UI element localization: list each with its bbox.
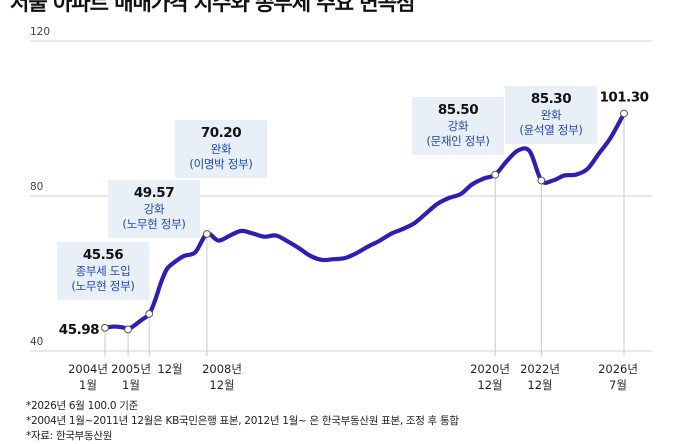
x-tick-label: 7월 xyxy=(609,378,627,392)
annotation-text: 강화 xyxy=(144,202,165,216)
x-tick-label: 2026년 xyxy=(598,362,638,376)
annotation-box xyxy=(57,242,149,300)
data-label: 49.57 xyxy=(134,185,174,201)
data-label: 70.20 xyxy=(201,125,241,141)
data-label: 85.50 xyxy=(438,102,478,118)
x-tick-label: 2022년 xyxy=(520,362,560,376)
x-tick-label: 2008년 xyxy=(202,362,242,376)
x-tick-label: 12월 xyxy=(477,378,502,392)
x-tick-label: 2020년 xyxy=(470,362,510,376)
data-label: 45.98 xyxy=(59,322,99,338)
annotation-box xyxy=(505,86,597,144)
data-point-marker xyxy=(491,170,500,179)
data-point-marker xyxy=(620,109,628,118)
annotation-box xyxy=(108,180,200,238)
annotation-text: 종부세 도입 xyxy=(76,264,131,278)
annotation-text: (문재인 정부) xyxy=(426,134,489,148)
data-point-marker xyxy=(124,325,132,334)
footnote-2: *2004년 1월~2011년 12월은 KB국민은행 표본, 2012년 1월… xyxy=(26,415,459,427)
data-point-marker xyxy=(101,323,109,332)
data-point-marker xyxy=(145,310,154,318)
annotation-box xyxy=(175,120,267,178)
series-line xyxy=(102,111,627,332)
annotation-text: 완화 xyxy=(541,108,562,122)
y-tick-label: 40 xyxy=(30,336,43,348)
chart-title: 서울 아파트 매매가격 지수와 종부세 주요 변곡점 xyxy=(10,0,415,15)
x-tick-label: 12월 xyxy=(209,378,234,392)
data-label: 101.30 xyxy=(599,89,648,105)
x-tick-label: 1월 xyxy=(79,378,97,392)
data-point-marker xyxy=(202,230,211,238)
data-label: 85.30 xyxy=(531,91,571,107)
annotation-text: (노무현 정부) xyxy=(122,217,185,231)
x-tick-label: 12월 xyxy=(527,378,552,392)
data-label: 45.56 xyxy=(83,247,123,263)
x-tick-label: 2005년 xyxy=(111,362,151,376)
footnote-1: *2026년 6월 100.0 기준 xyxy=(26,400,138,412)
annotation-text: 강화 xyxy=(448,119,469,133)
annotation-text: 완화 xyxy=(211,142,232,156)
x-tick-label: 2004년 xyxy=(68,362,108,376)
x-tick-label: 12월 xyxy=(157,362,182,376)
annotation-box xyxy=(412,97,504,155)
x-tick-label: 1월 xyxy=(122,378,140,392)
annotation-text: (윤석열 정부) xyxy=(519,123,582,137)
y-tick-label: 120 xyxy=(30,26,50,38)
annotation-text: (이명박 정부) xyxy=(189,157,252,171)
data-point-marker xyxy=(537,176,546,185)
footnotes: *2026년 6월 100.0 기준 *2004년 1월~2011년 12월은 … xyxy=(26,399,459,444)
annotation-text: (노무현 정부) xyxy=(71,279,134,293)
y-tick-label: 80 xyxy=(30,181,43,193)
